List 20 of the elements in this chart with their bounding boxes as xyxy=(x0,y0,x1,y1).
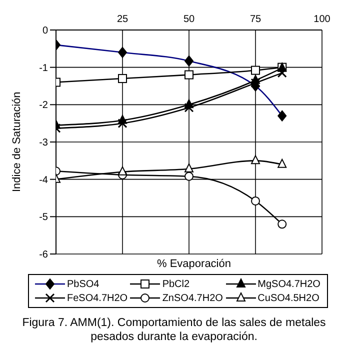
y-tick-label: -4 xyxy=(39,174,48,186)
y-tick-label: -5 xyxy=(39,212,48,224)
legend-label: MgSO4.7H2O xyxy=(258,278,320,290)
legend-label: ZnSO4.7H2O xyxy=(162,292,223,304)
x-tick-label: 75 xyxy=(250,14,262,25)
x-tick-label: 25 xyxy=(116,14,128,25)
x-tick-label: 100 xyxy=(314,14,331,25)
legend-label: FeSO4.7H2O xyxy=(67,292,128,304)
x-axis-title: % Evaporación xyxy=(156,258,232,270)
legend-label: PbSO4 xyxy=(67,278,100,290)
y-tick-label: 0 xyxy=(42,26,48,37)
x-tick-label: 50 xyxy=(183,14,195,25)
y-tick-label: -1 xyxy=(39,62,48,74)
y-tick-label: -3 xyxy=(39,138,48,149)
legend-label: CuSO4.5H2O xyxy=(258,292,320,304)
y-tick-label: -6 xyxy=(39,250,48,261)
legend-label: PbCl2 xyxy=(162,278,190,290)
y-axis-title: Indice de Saturación xyxy=(10,92,23,192)
y-tick-label: -2 xyxy=(39,100,48,112)
text: Figura 7. AMM(1). Comportamiento de las sales de metales pesados durante la evaporación. xyxy=(21,316,327,345)
